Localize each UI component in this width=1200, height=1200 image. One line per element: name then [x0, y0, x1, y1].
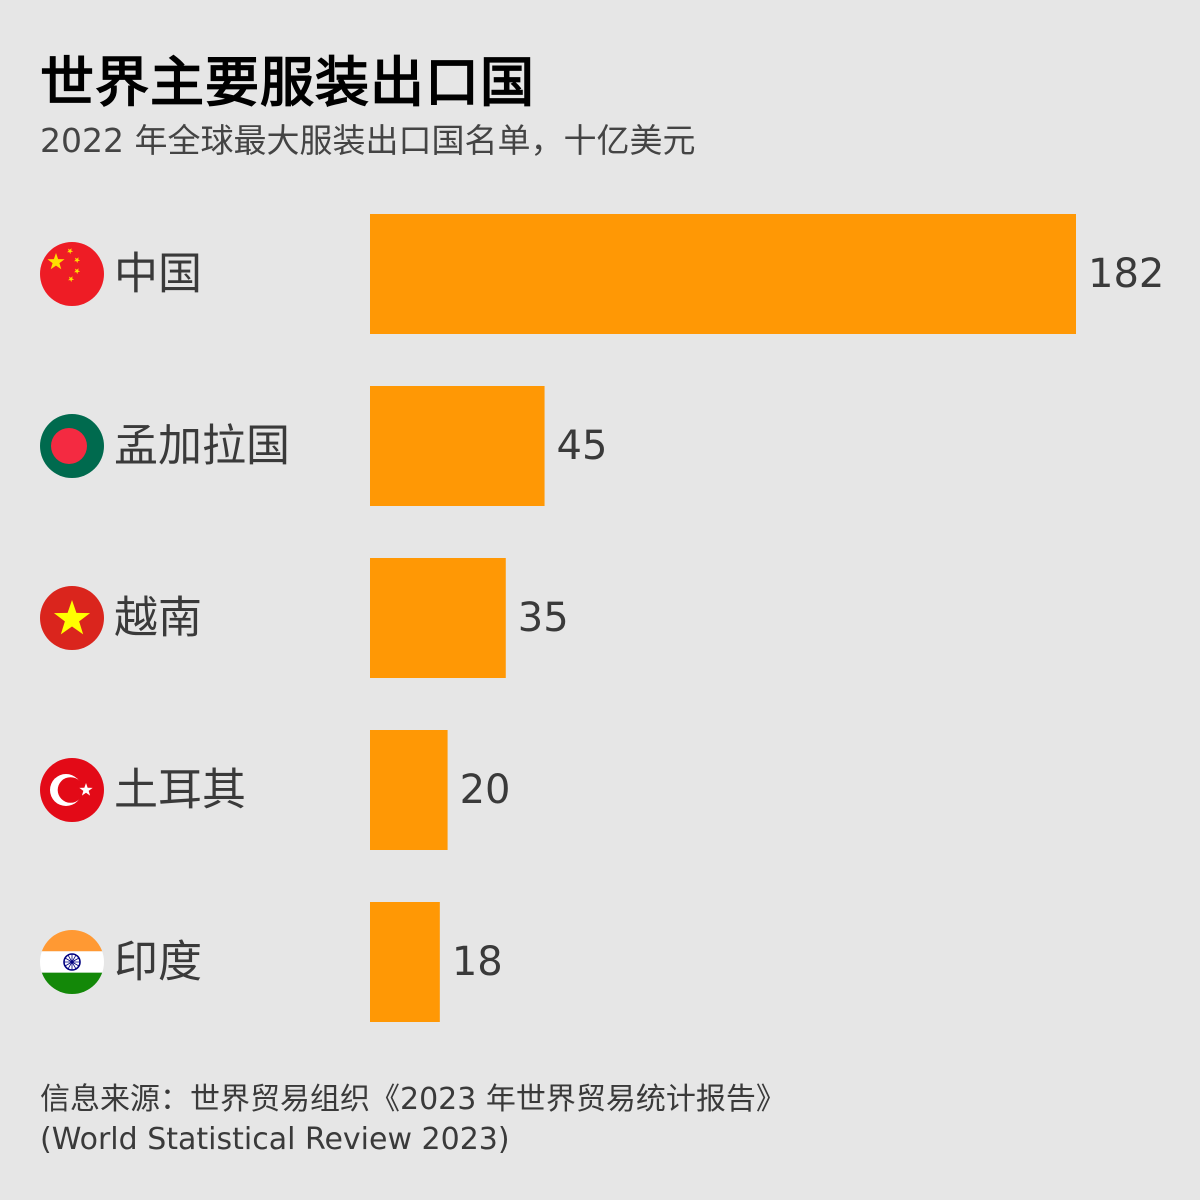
bar — [370, 730, 448, 850]
bar — [370, 558, 506, 678]
category-label: 土耳其 — [114, 765, 246, 816]
category-label: 中国 — [114, 249, 202, 300]
bar — [370, 902, 440, 1022]
value-label: 45 — [557, 423, 608, 469]
source-line-2: (World Statistical Review 2023) — [40, 1122, 510, 1157]
category-label: 孟加拉国 — [114, 421, 290, 472]
bangladesh-flag-icon — [40, 414, 104, 478]
chart-subtitle: 2022 年全球最大服装出口国名单，十亿美元 — [40, 121, 696, 160]
value-label: 35 — [518, 595, 569, 641]
turkey-flag-icon — [40, 758, 104, 822]
value-label: 182 — [1088, 251, 1164, 297]
bar — [370, 386, 545, 506]
value-label: 20 — [460, 767, 511, 813]
value-label: 18 — [452, 939, 503, 985]
vietnam-flag-icon — [40, 586, 104, 650]
bar — [370, 214, 1076, 334]
category-label: 越南 — [114, 593, 202, 644]
bar-chart: 中国 182 孟加拉国 45 越南 35 土耳其 20 印度 18 — [40, 214, 1164, 1022]
source-note: 信息来源：世界贸易组织《2023 年世界贸易统计报告》 (World Stati… — [40, 1080, 786, 1160]
china-flag-icon — [40, 242, 104, 306]
india-flag-icon — [40, 930, 104, 994]
source-line-1: 信息来源：世界贸易组织《2023 年世界贸易统计报告》 — [40, 1082, 786, 1117]
chart-title: 世界主要服装出口国 — [40, 51, 535, 114]
category-label: 印度 — [114, 937, 202, 988]
